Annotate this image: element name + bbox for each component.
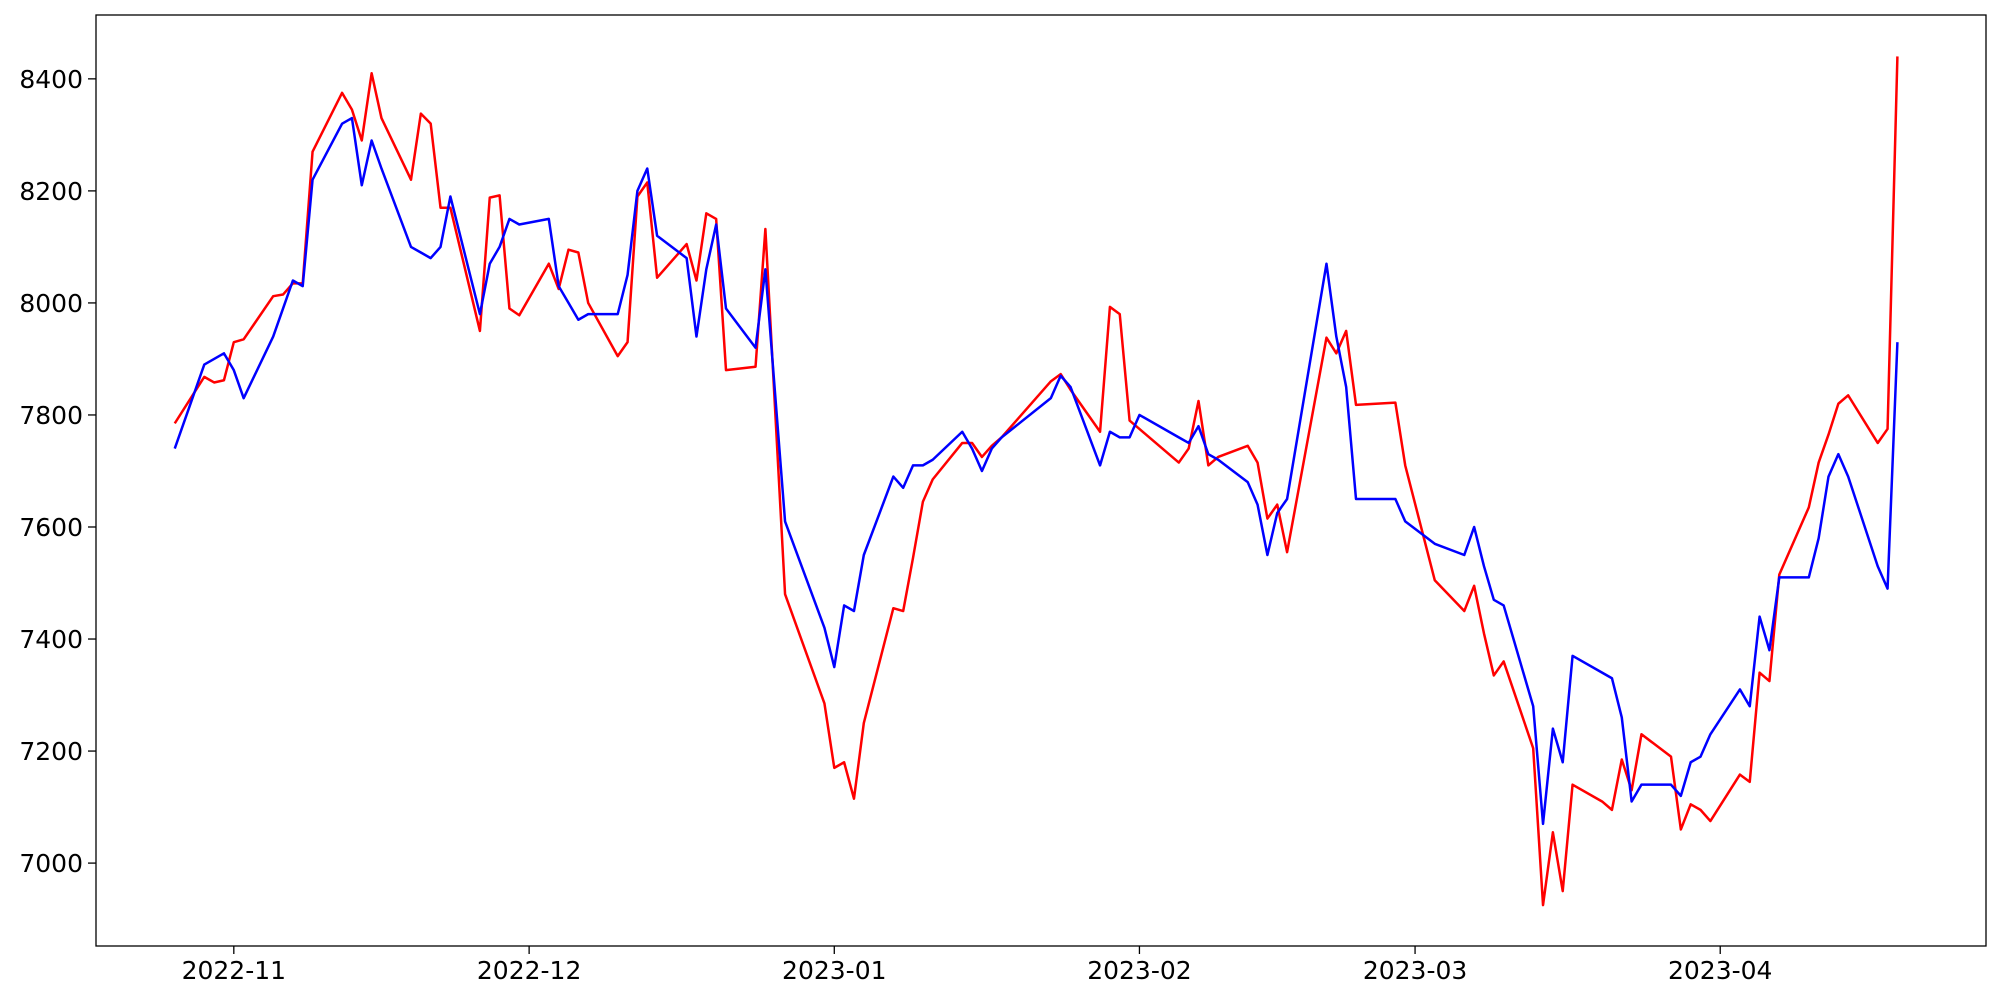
data-line (173, 56, 1899, 907)
x-tick-label: 2022-11 (182, 956, 286, 985)
x-tick-label: 2023-01 (782, 956, 886, 985)
x-tick-label: 2022-12 (477, 956, 581, 985)
x-tick-label: 2023-03 (1363, 956, 1467, 985)
y-tick-label: 7400 (19, 625, 83, 654)
y-tick-label: 8200 (19, 177, 83, 206)
y-tick-label: 8400 (19, 65, 83, 94)
y-tick-label: 7600 (19, 513, 83, 542)
y-tick-label: 8000 (19, 289, 83, 318)
plot-frame (95, 14, 1987, 947)
y-tick-label: 7800 (19, 401, 83, 430)
x-tick-label: 2023-02 (1087, 956, 1191, 985)
y-tick-label: 7200 (19, 737, 83, 766)
data-line (173, 116, 1899, 826)
x-tick-label: 2023-04 (1668, 956, 1772, 985)
y-tick-label: 7000 (19, 849, 83, 878)
